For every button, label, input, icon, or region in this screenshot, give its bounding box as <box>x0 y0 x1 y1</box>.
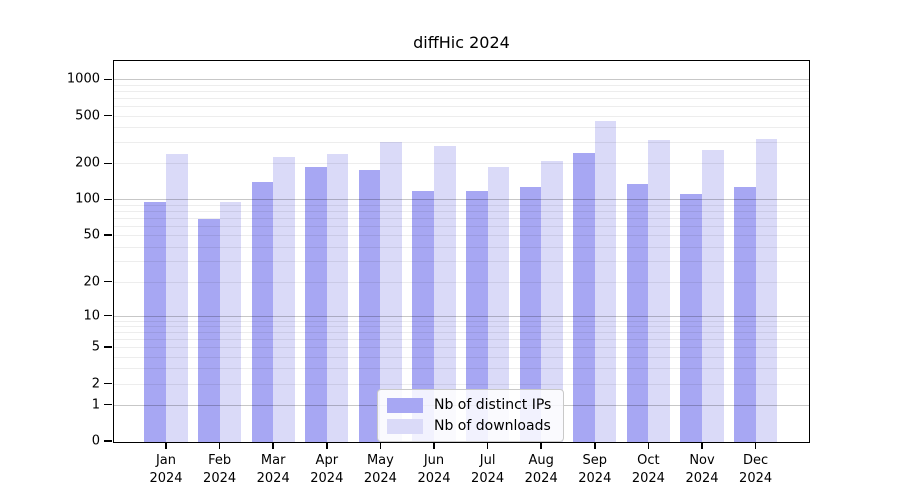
x-tick-label: May 2024 <box>363 453 397 487</box>
bar-distinct-ips <box>144 202 166 442</box>
chart-title: diffHic 2024 <box>413 33 510 52</box>
x-tick-label: Mar 2024 <box>256 453 290 487</box>
bar-distinct-ips <box>305 166 327 442</box>
y-tick-mark <box>104 78 112 81</box>
x-tick-label: Apr 2024 <box>310 453 344 487</box>
bar-downloads <box>702 149 724 442</box>
bar-distinct-ips <box>626 184 649 442</box>
x-tick-label: Dec 2024 <box>739 453 773 487</box>
y-tick-label: 0 <box>91 433 100 449</box>
bar-downloads <box>273 156 295 442</box>
y-tick-mark <box>104 440 112 442</box>
bar-downloads <box>755 139 778 442</box>
legend-swatch-downloads <box>387 418 423 434</box>
bar-distinct-ips <box>680 194 702 442</box>
x-tick-mark <box>165 443 167 449</box>
legend-item-downloads: Nb of downloads <box>387 418 551 434</box>
bar-distinct-ips <box>734 187 756 442</box>
bar-downloads <box>594 120 617 442</box>
axis-layer: 0 1 2 5 10 20 50 100 200 500 1000 Jan 2024 Feb 2024 Mar… <box>67 61 809 486</box>
y-tick-label: 200 <box>75 155 100 171</box>
bar-distinct-ips <box>519 186 542 442</box>
x-tick-mark <box>326 443 328 449</box>
bar-downloads <box>487 167 510 442</box>
x-tick-mark <box>433 443 435 449</box>
legend: Nb of distinct IPs Nb of downloads <box>377 389 565 442</box>
x-tick-mark <box>754 443 757 449</box>
bar-downloads <box>219 202 242 442</box>
x-tick-label: Aug 2024 <box>524 453 558 487</box>
bar-distinct-ips <box>251 181 274 442</box>
bar-downloads <box>166 154 188 442</box>
x-tick-label: Jan 2024 <box>149 453 183 487</box>
bars-layer <box>114 61 809 442</box>
y-tick-label: 5 <box>91 339 100 355</box>
x-tick-mark <box>540 443 542 449</box>
y-tick-label: 50 <box>83 227 100 243</box>
y-tick-label: 10 <box>83 308 100 323</box>
y-tick-mark <box>104 314 112 317</box>
y-tick-label: 1 <box>91 397 100 413</box>
legend-label-distinct-ips: Nb of distinct IPs <box>434 397 552 413</box>
legend-swatch-distinct-ips <box>387 397 423 413</box>
y-tick-mark <box>104 198 112 201</box>
plot-area: 0 1 2 5 10 20 50 100 200 500 1000 Jan 2024 Feb 2024 Mar… <box>67 60 810 486</box>
y-tick-mark <box>104 346 112 348</box>
x-tick-mark <box>594 443 596 449</box>
y-tick-mark <box>104 403 112 406</box>
x-tick-label: Nov 2024 <box>685 453 719 487</box>
x-tick-label: Jun 2024 <box>417 453 451 487</box>
bar-downloads <box>648 139 670 442</box>
y-tick-mark <box>104 234 112 236</box>
bar-distinct-ips <box>466 191 488 442</box>
x-tick-label: Jul 2024 <box>471 453 505 487</box>
y-tick-mark <box>104 382 112 385</box>
x-tick-label: Feb 2024 <box>203 453 237 487</box>
x-tick-mark <box>647 443 650 449</box>
x-tick-mark <box>379 443 382 449</box>
y-tick-label: 100 <box>75 191 100 207</box>
bar-downloads <box>541 160 563 442</box>
x-tick-label: Oct 2024 <box>631 453 665 487</box>
y-tick-mark <box>104 280 112 283</box>
bar-downloads <box>434 145 456 442</box>
y-tick-label: 1000 <box>66 71 100 87</box>
legend-label-downloads: Nb of downloads <box>434 418 551 434</box>
bar-distinct-ips <box>198 218 220 442</box>
x-tick-label: Sep 2024 <box>578 453 612 487</box>
y-tick-mark <box>104 114 112 117</box>
y-tick-mark <box>104 162 112 165</box>
x-tick-mark <box>486 443 489 449</box>
x-tick-mark <box>701 443 703 449</box>
y-tick-label: 20 <box>83 274 100 290</box>
y-tick-label: 500 <box>75 108 100 123</box>
y-tick-label: 2 <box>91 376 100 391</box>
bar-distinct-ips <box>358 169 381 442</box>
x-tick-mark <box>218 443 221 449</box>
bar-distinct-ips <box>412 190 434 442</box>
legend-item-distinct-ips: Nb of distinct IPs <box>387 397 551 413</box>
bar-downloads <box>380 141 402 442</box>
x-tick-mark <box>272 443 274 449</box>
bar-downloads <box>326 153 349 442</box>
bar-distinct-ips <box>573 152 595 442</box>
